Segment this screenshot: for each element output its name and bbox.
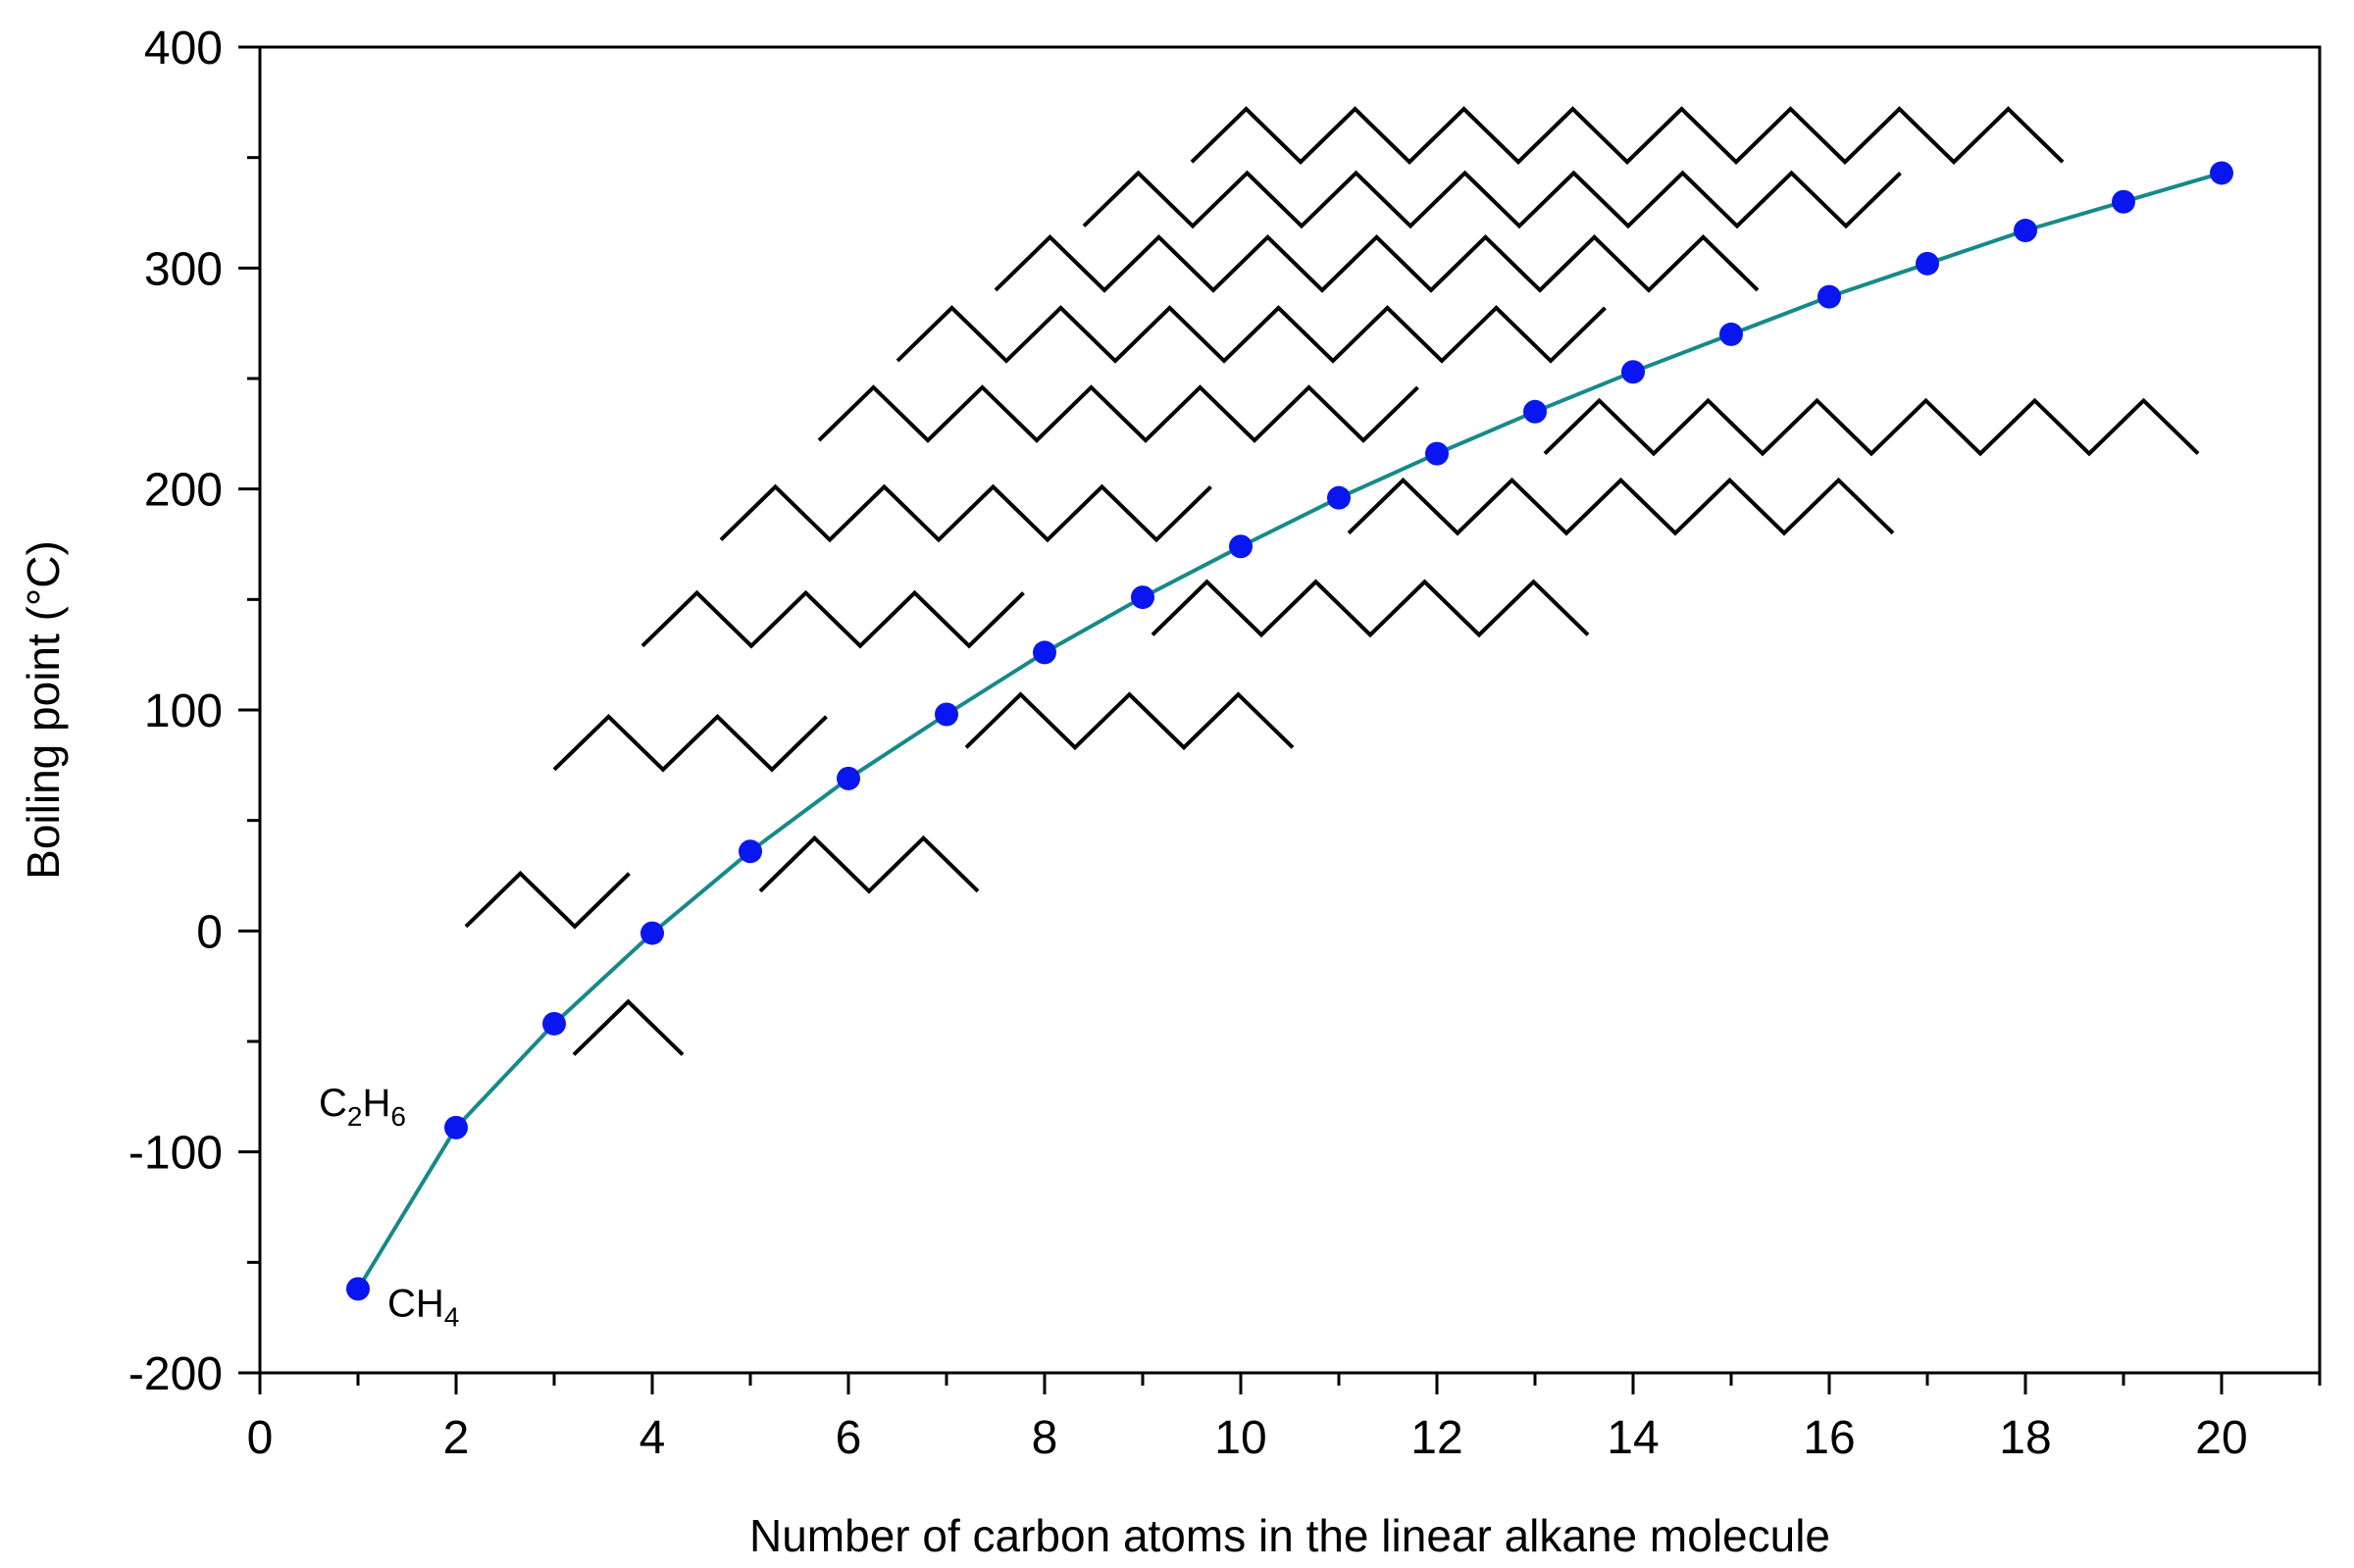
x-tick-label: 16 <box>1803 1412 1855 1464</box>
y-tick-label: -200 <box>128 1348 223 1400</box>
molecule-c17 <box>1190 106 2065 165</box>
molecule-c6 <box>552 714 828 773</box>
ch4-base: CH <box>387 1282 444 1325</box>
data-point <box>1229 534 1253 559</box>
ch4-annotation: CH4 <box>387 1282 459 1332</box>
molecule-c15 <box>994 234 1760 293</box>
y-tick-label: 0 <box>196 906 223 958</box>
x-tick-label: 14 <box>1607 1412 1659 1464</box>
molecule-c3 <box>572 998 685 1056</box>
ch4-sub: 4 <box>444 1301 460 1332</box>
y-tick-label: 200 <box>144 465 223 517</box>
molecule-c12 <box>817 384 1419 443</box>
plot-frame <box>258 45 2322 1375</box>
data-point <box>1817 284 1841 309</box>
c2h6-h-sub: 6 <box>390 1101 406 1132</box>
c2h6-h: H <box>362 1082 390 1125</box>
data-point <box>1523 399 1547 424</box>
x-tick-label: 8 <box>1032 1412 1058 1464</box>
tick-labels: 0 2 4 6 8 10 12 14 16 18 20 -200 -100 0 100 200 300 400 <box>128 23 2248 1464</box>
data-point <box>935 702 958 727</box>
x-tick-label: 4 <box>640 1412 666 1464</box>
data-point <box>2210 161 2233 185</box>
data-point <box>346 1277 370 1301</box>
molecule-c16 <box>1082 170 1902 229</box>
series-line <box>356 171 2223 1290</box>
data-point <box>1425 441 1449 466</box>
x-tick-label: 2 <box>443 1412 470 1464</box>
data-point <box>837 766 860 790</box>
data-point <box>1327 485 1351 510</box>
data-point <box>1033 640 1056 665</box>
c2h6-annotation: C2H6 <box>319 1082 406 1132</box>
data-point <box>1131 585 1154 610</box>
molecule-c14 <box>896 305 1607 364</box>
molecule-c9 <box>1151 579 1590 638</box>
x-tick-label: 10 <box>1214 1412 1266 1464</box>
data-point <box>542 1011 566 1036</box>
x-tick-label: 0 <box>247 1412 274 1464</box>
data-point <box>1719 322 1743 346</box>
y-tick-label: 400 <box>144 23 223 75</box>
x-tick-label: 18 <box>1999 1412 2051 1464</box>
x-tick-label: 12 <box>1410 1412 1462 1464</box>
data-point <box>444 1115 468 1139</box>
data-point <box>2014 219 2037 243</box>
y-tick-label: -100 <box>128 1128 223 1180</box>
x-tick-label: 6 <box>836 1412 862 1464</box>
molecule-structures <box>464 106 2200 1056</box>
molecule-c5 <box>758 835 980 894</box>
data-point <box>1621 360 1645 384</box>
x-tick-label: 20 <box>2195 1412 2247 1464</box>
data-point <box>739 839 762 864</box>
data-point <box>1916 251 1939 276</box>
tick-marks <box>238 45 2322 1394</box>
molecule-c8 <box>640 589 1025 649</box>
data-point <box>2112 189 2135 214</box>
molecule-c13 <box>1543 397 2200 457</box>
molecule-c10 <box>719 483 1212 543</box>
c2h6-c-sub: 2 <box>347 1101 363 1132</box>
molecule-c7 <box>964 691 1295 751</box>
x-axis-label: Number of carbon atoms in the linear alk… <box>749 1510 1830 1561</box>
data-point <box>640 921 664 945</box>
c2h6-c: C <box>319 1082 347 1125</box>
y-axis-label: Boiling point (°C) <box>18 540 69 880</box>
axes <box>258 45 2322 1375</box>
y-tick-label: 300 <box>144 243 223 295</box>
y-tick-label: 100 <box>144 685 223 737</box>
molecule-c11 <box>1347 477 1895 536</box>
molecule-c4 <box>464 870 631 930</box>
series-layer <box>346 161 2233 1301</box>
